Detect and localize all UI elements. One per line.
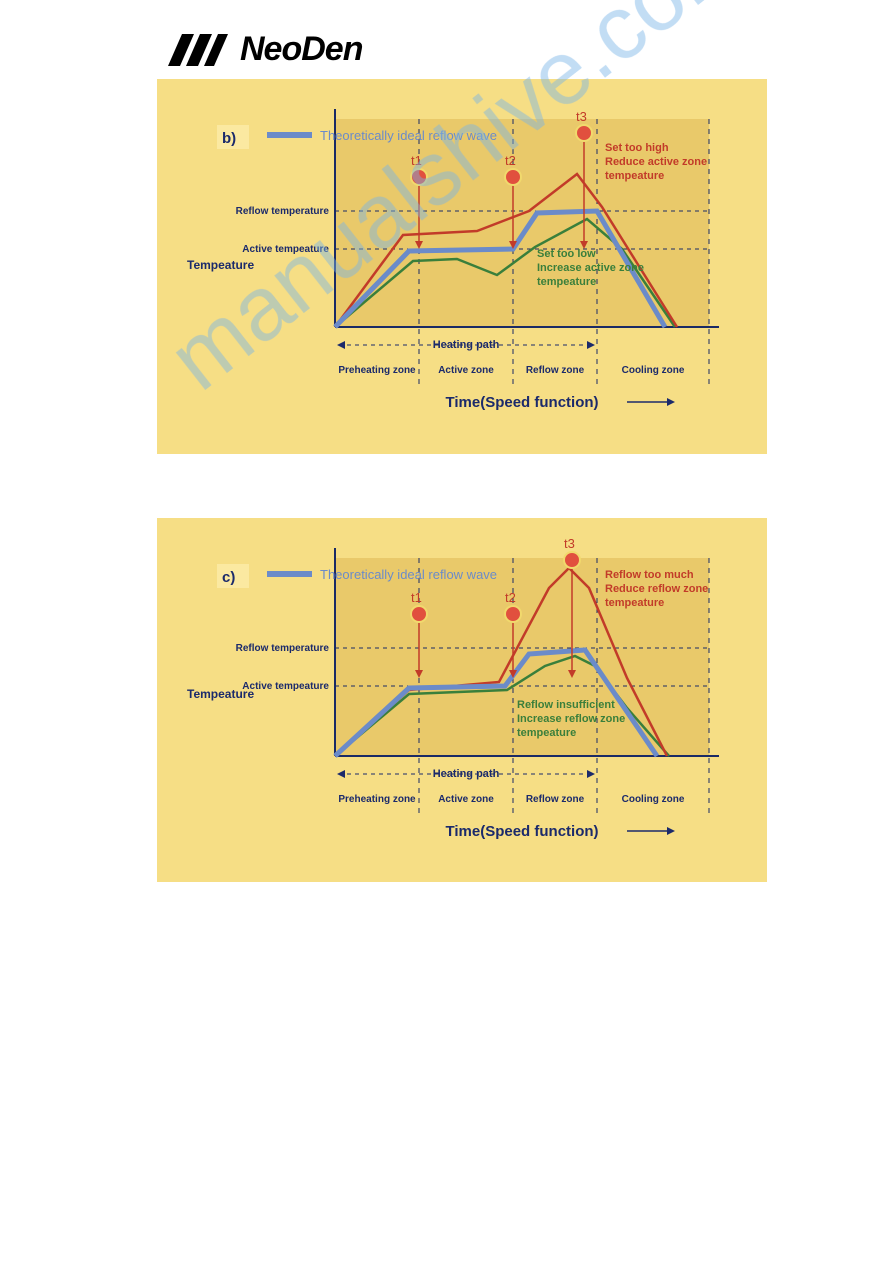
diagram-panel-c: Reflow temperature Active tempeature c) The… — [157, 518, 767, 882]
svg-text:Heating path: Heating path — [433, 339, 500, 351]
svg-text:t3: t3 — [576, 109, 587, 124]
svg-text:c): c) — [222, 569, 235, 586]
svg-text:Set too low: Set too low — [537, 248, 596, 260]
logo-mark-icon — [168, 34, 228, 66]
svg-text:Theoretically ideal reflow wav: Theoretically ideal reflow wave — [320, 128, 497, 143]
brand-name: NeoDen — [240, 30, 362, 69]
svg-text:tempeature: tempeature — [605, 597, 664, 609]
svg-text:Reflow temperature: Reflow temperature — [236, 643, 330, 654]
svg-text:Active tempeature: Active tempeature — [242, 681, 329, 692]
brand-logo: NeoDen — [168, 30, 893, 69]
svg-text:Increase reflow zone: Increase reflow zone — [517, 713, 625, 725]
svg-text:Reflow too much: Reflow too much — [605, 569, 694, 581]
svg-text:t1: t1 — [411, 590, 422, 605]
svg-text:t2: t2 — [505, 153, 516, 168]
svg-text:Cooling zone: Cooling zone — [622, 794, 685, 805]
svg-text:Reduce reflow zone: Reduce reflow zone — [605, 583, 708, 595]
svg-text:Cooling zone: Cooling zone — [622, 365, 685, 376]
svg-text:Preheating zone: Preheating zone — [338, 365, 416, 376]
svg-text:Active zone: Active zone — [438, 794, 494, 805]
svg-text:b): b) — [222, 130, 236, 147]
diagram-panel-b: Reflow temperature Active tempeature b) The… — [157, 79, 767, 454]
svg-text:Reflow insufficient: Reflow insufficient — [517, 699, 615, 711]
svg-text:Set too high: Set too high — [605, 142, 669, 154]
svg-text:t1: t1 — [411, 153, 422, 168]
svg-text:Active tempeature: Active tempeature — [242, 244, 329, 255]
svg-text:Theoretically ideal reflow wav: Theoretically ideal reflow wave — [320, 567, 497, 582]
svg-text:Active zone: Active zone — [438, 365, 494, 376]
svg-text:tempeature: tempeature — [537, 276, 596, 288]
svg-text:t3: t3 — [564, 536, 575, 551]
svg-text:tempeature: tempeature — [605, 170, 664, 182]
svg-text:Preheating zone: Preheating zone — [338, 794, 416, 805]
svg-text:Time(Speed function): Time(Speed function) — [445, 394, 598, 411]
svg-text:Reduce active zone: Reduce active zone — [605, 156, 707, 168]
svg-text:Reflow temperature: Reflow temperature — [236, 206, 330, 217]
svg-text:tempeature: tempeature — [517, 727, 576, 739]
svg-text:Tempeature: Tempeature — [187, 687, 254, 701]
svg-text:Reflow zone: Reflow zone — [526, 794, 585, 805]
svg-text:Heating path: Heating path — [433, 768, 500, 780]
svg-text:t2: t2 — [505, 590, 516, 605]
svg-text:Increase active zone: Increase active zone — [537, 262, 644, 274]
svg-text:Reflow zone: Reflow zone — [526, 365, 585, 376]
svg-text:Time(Speed function): Time(Speed function) — [445, 823, 598, 840]
svg-text:Tempeature: Tempeature — [187, 258, 254, 272]
